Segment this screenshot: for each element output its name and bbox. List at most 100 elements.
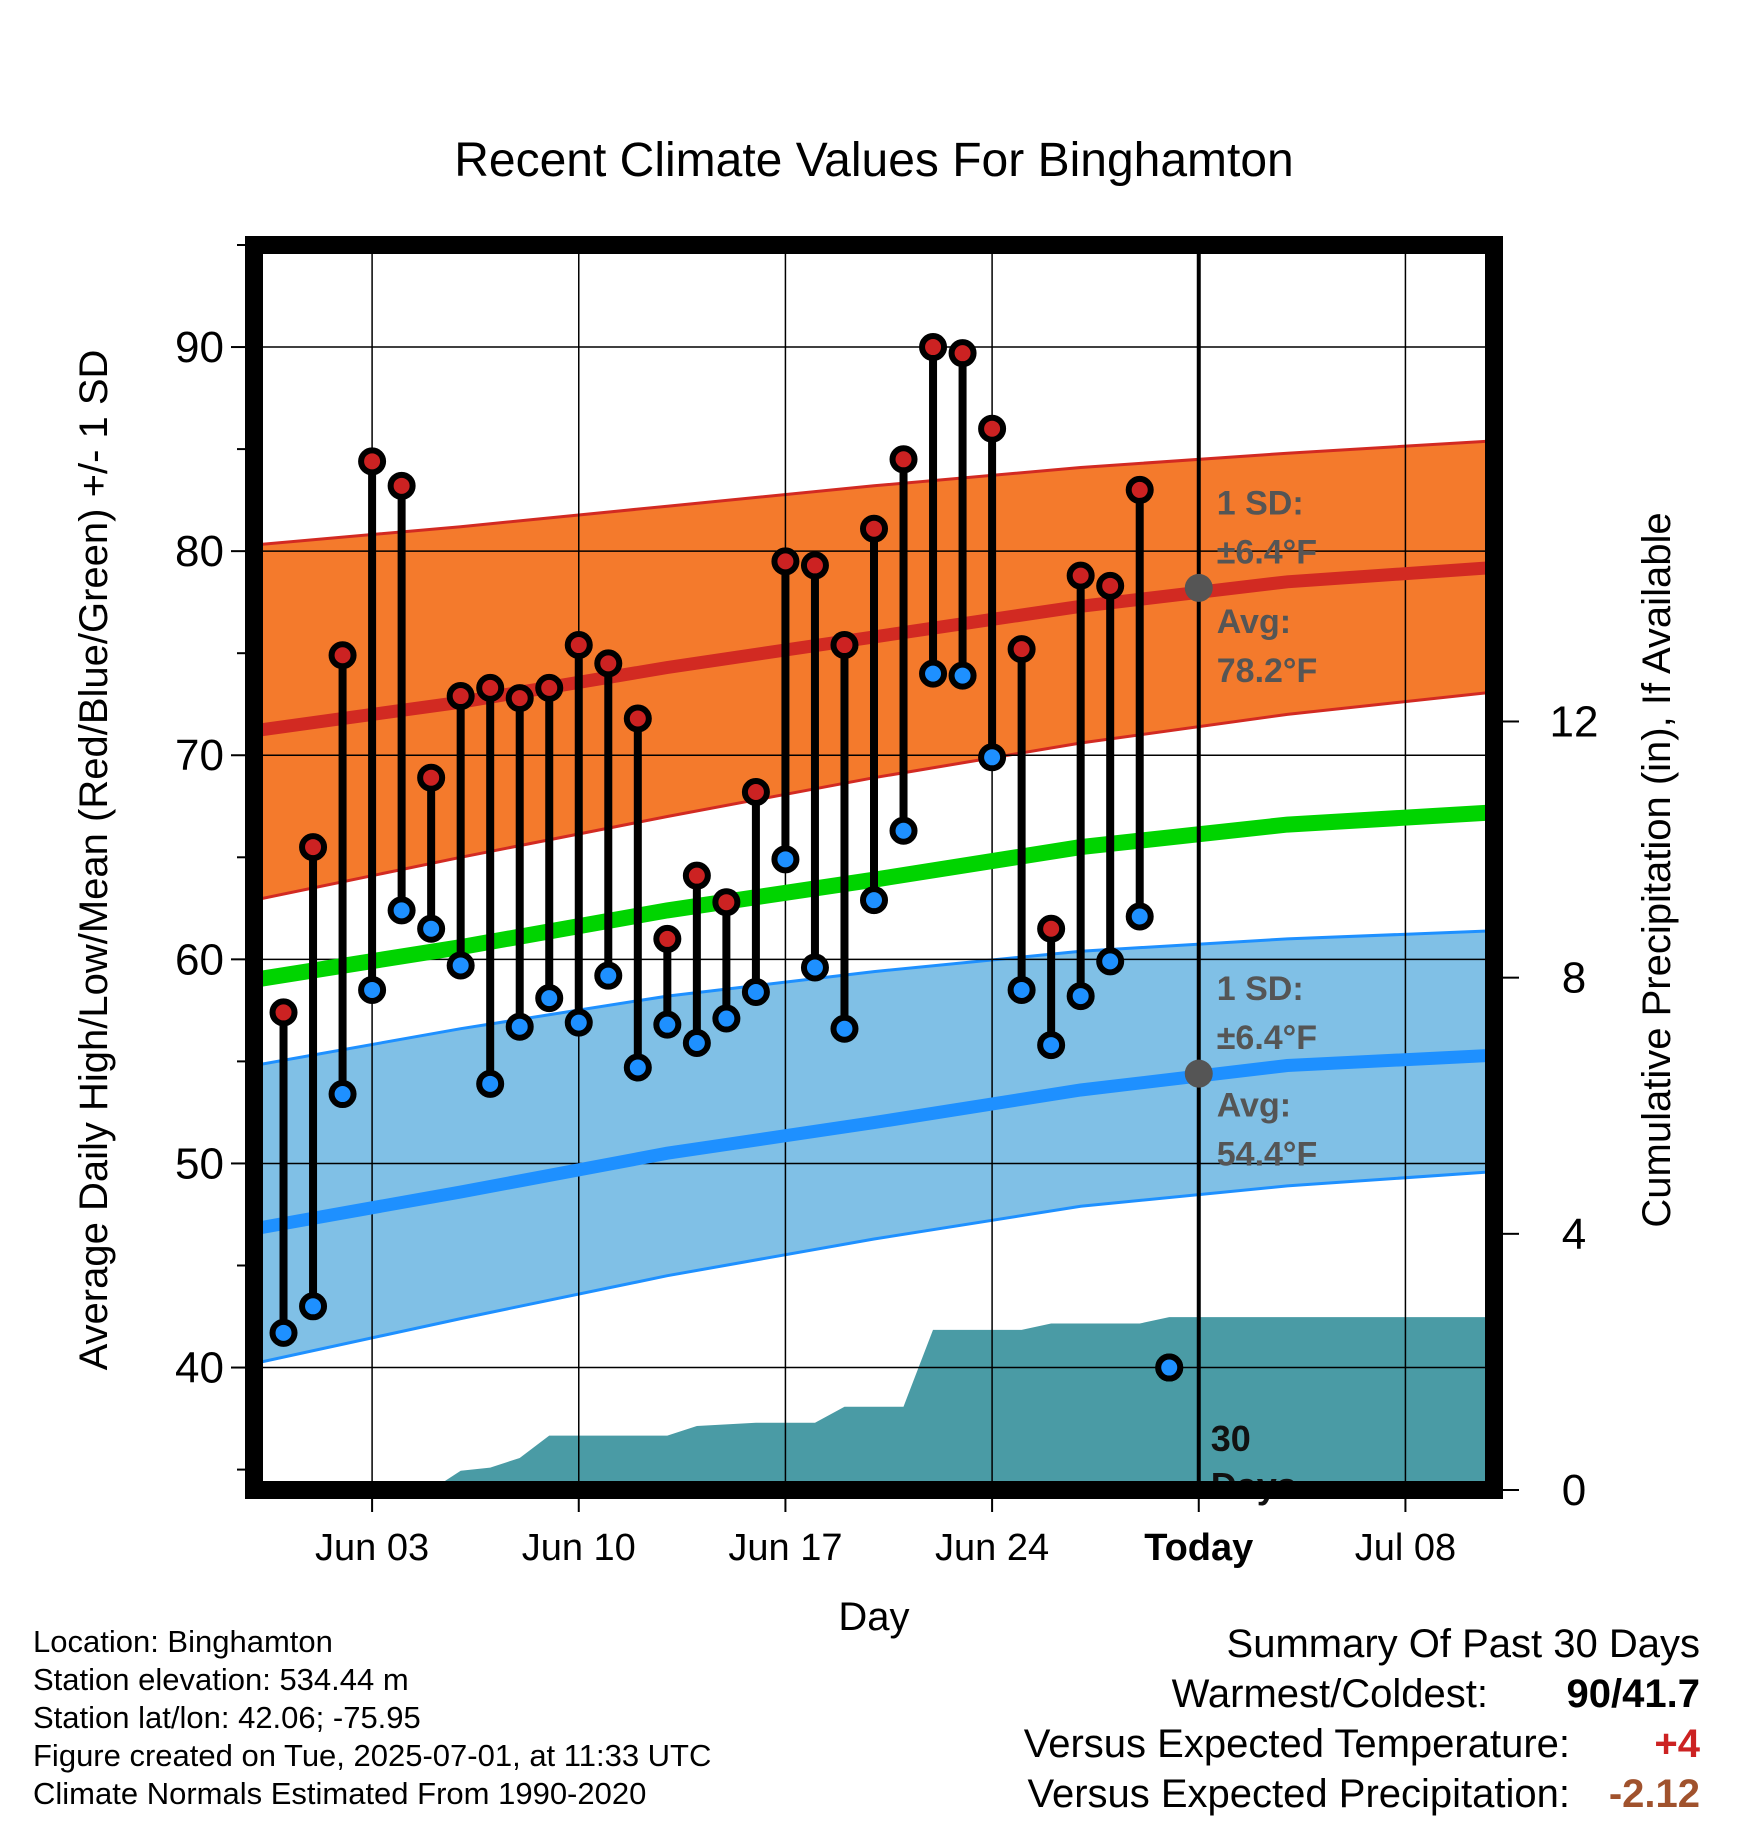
high-point [919,333,948,362]
low-point [387,896,416,925]
summary-row-precipitation: Versus Expected Precipitation: -2.12 [900,1770,1700,1818]
low-point [948,661,977,690]
low-point [860,886,888,915]
y2-tick-label: 8 [1562,954,1586,1003]
summary-row-warm-cold: Warmest/Coldest: 90/41.7 [900,1670,1700,1718]
low-point [712,1004,741,1033]
elevation-text: Station elevation: 534.44 m [33,1662,409,1697]
latlon-text: Station lat/lon: 42.06; -75.95 [33,1700,421,1735]
y-tick-label: 70 [175,731,224,780]
high-point [771,547,800,576]
high-sd-band-upper-edge [254,439,1494,547]
high-point [1066,561,1095,590]
summary-panel: Summary Of Past 30 Days Warmest/Coldest:… [900,1620,1700,1820]
low-avg-value: 54.4°F [1217,1135,1318,1173]
low-point [476,1069,505,1098]
today-avg-low-marker [1184,1059,1213,1088]
low-point [1007,975,1036,1004]
low-point [919,659,948,688]
x-axis-label: Day [838,1595,909,1639]
high-point [446,682,475,711]
y-tick-label: 90 [175,323,224,372]
high-point [948,339,977,368]
low-point [505,1012,534,1041]
high-sd-label: 1 SD: [1217,484,1304,522]
high-point [1125,475,1154,504]
temp-value: +4 [1654,1722,1700,1766]
plot-area: 1 SD: ±6.4°F Avg: 78.2°F 1 SD: ±6.4°F Avg: 54.4… [175,236,1599,1569]
low-point [1125,902,1154,931]
high-point [1007,635,1036,664]
low-point [328,1080,357,1109]
low-point [1066,982,1095,1011]
low-point [623,1053,652,1082]
high-point [653,924,682,953]
y-tick-label: 40 [175,1344,224,1393]
low-point [417,914,446,943]
high-point [535,673,564,702]
high-point [564,631,593,660]
today-avg-high-marker [1184,573,1213,602]
low-point [1155,1353,1184,1382]
location-text: Location: Binghamton [33,1624,333,1659]
high-point [594,649,623,678]
low-point [269,1318,298,1347]
y2-tick-label: 12 [1550,697,1599,746]
y-axis-label: Average Daily High/Low/Mean (Red/Blue/Gr… [72,350,116,1371]
low-point [771,845,800,874]
low-sd-value: ±6.4°F [1217,1019,1317,1057]
low-point [889,816,918,845]
x-tick-label: Jul 08 [1355,1527,1456,1569]
plot-frame [245,236,1503,1499]
high-point [1037,914,1066,943]
high-point [889,445,918,474]
high-point [328,641,357,670]
low-point [1096,947,1125,976]
low-point [830,1014,859,1043]
low-sd-band [254,930,1494,1364]
low-point [535,984,564,1013]
chart-title: Recent Climate Values For Binghamton [454,134,1294,187]
high-point [860,514,888,543]
low-point [682,1029,711,1058]
high-point [741,777,770,806]
precip-label: Versus Expected Precipitation: [1027,1772,1570,1816]
low-sd-band-lower-edge [254,1170,1494,1365]
low-point [978,743,1007,772]
x-tick-label: Jun 03 [315,1527,429,1569]
high-point [358,447,387,476]
low-point [564,1008,593,1037]
y2-axis-label: Cumulative Precipitation (in), If Availa… [1635,512,1679,1227]
high-point [269,998,298,1027]
high-point [417,763,446,792]
high-point [682,861,711,890]
low-point [446,951,475,980]
high-point [830,631,859,660]
x-tick-label: Today [1144,1527,1253,1569]
precip-value: -2.12 [1608,1772,1700,1816]
low-avg-label: Avg: [1217,1087,1291,1125]
station-info: Location: Binghamton Station elevation: … [33,1623,711,1813]
low-point [594,961,623,990]
low-point [653,1010,682,1039]
high-avg-value: 78.2°F [1217,652,1318,690]
summary-row-temperature: Versus Expected Temperature: +4 [900,1720,1700,1768]
y-tick-label: 50 [175,1139,224,1188]
low-point [800,953,829,982]
x-tick-label: Jun 10 [522,1527,636,1569]
low-point [1037,1031,1066,1060]
low-sd-band-upper-edge [254,929,1494,1067]
high-point [387,471,416,500]
high-point [623,704,652,733]
warm-cold-label: Warmest/Coldest: [1171,1672,1488,1716]
avg-low-line [254,1048,1494,1236]
precipitation-area [254,1317,1494,1490]
high-point [800,551,829,580]
high-point [712,888,741,917]
summary-title: Summary Of Past 30 Days [1226,1622,1700,1666]
y2-tick-label: 0 [1562,1466,1586,1515]
normals-text: Climate Normals Estimated From 1990-2020 [33,1776,647,1811]
created-text: Figure created on Tue, 2025-07-01, at 11… [33,1738,712,1773]
high-sd-value: ±6.4°F [1217,533,1317,571]
